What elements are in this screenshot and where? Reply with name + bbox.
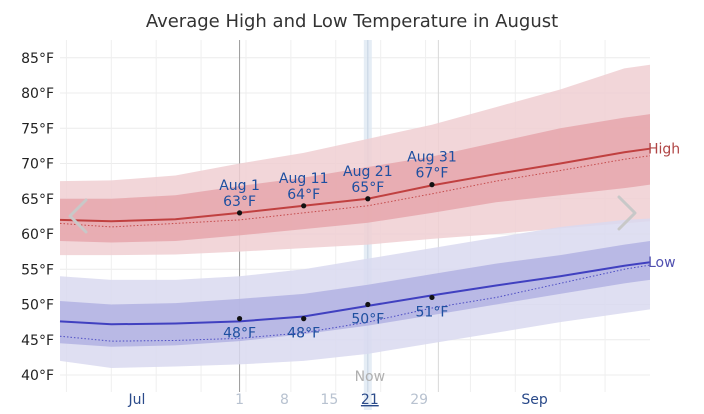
high-marker-point — [301, 203, 307, 209]
chevron-right-icon — [617, 195, 637, 231]
high-series-label: High — [648, 142, 680, 158]
low-marker-point — [365, 301, 371, 308]
high-marker-point — [429, 182, 435, 188]
y-tick-label: 40°F — [21, 368, 54, 384]
low-band-p25-p75 — [60, 241, 650, 347]
low-normal-line — [59, 264, 651, 342]
high-annotation-value: 67°F — [416, 166, 449, 182]
low-marker-point — [429, 294, 435, 301]
high-annotation-date: Aug 31 — [407, 150, 457, 166]
high-annotation-value: 63°F — [223, 194, 256, 210]
low-marker-point — [301, 316, 307, 322]
chart-markers — [236, 182, 435, 322]
chart-bands — [60, 64, 650, 368]
x-tick-month-label: Jul — [128, 392, 146, 408]
high-annotation-date: Aug 1 — [219, 178, 260, 194]
y-tick-label: 55°F — [21, 262, 54, 278]
x-tick-day-label: 8 — [280, 392, 289, 408]
prev-period-button[interactable] — [64, 196, 92, 236]
x-tick-day-label: 29 — [410, 392, 428, 408]
chevron-left-icon — [68, 198, 88, 234]
high-band-p25-p75 — [60, 114, 650, 243]
low-annotation-value: 48°F — [223, 326, 256, 342]
y-tick-label: 85°F — [21, 51, 54, 67]
y-tick-label: 60°F — [21, 227, 54, 243]
high-marker-point — [236, 210, 243, 216]
low-annotation-value: 50°F — [351, 312, 384, 328]
low-marker-point — [236, 316, 243, 322]
low-annotation-value: 51°F — [416, 304, 449, 320]
y-tick-label: 80°F — [21, 86, 54, 102]
high-marker-point — [365, 196, 371, 202]
next-period-button[interactable] — [612, 192, 640, 232]
high-annotation-date: Aug 11 — [279, 171, 329, 187]
chart-labels: 40°F 45°F 50°F 55°F 60°F 65°F 70°F 75°F 80°F 85°F… — [21, 51, 680, 408]
chart-title: Average High and Low Temperature in Augu… — [146, 11, 558, 32]
y-tick-label: 65°F — [21, 192, 54, 208]
y-tick-label: 45°F — [21, 333, 54, 349]
low-annotation-value: 48°F — [287, 326, 320, 342]
x-tick-month-label: Sep — [521, 392, 548, 408]
y-tick-label: 75°F — [21, 121, 54, 137]
today-day-label: 21 — [361, 392, 379, 408]
high-normal-line — [59, 155, 651, 228]
y-tick-label: 70°F — [21, 157, 54, 173]
high-annotation-value: 64°F — [287, 187, 320, 203]
high-annotation-value: 65°F — [351, 180, 384, 196]
x-tick-day-label: 15 — [320, 392, 338, 408]
high-annotation-date: Aug 21 — [343, 164, 393, 180]
x-tick-day-label: 1 — [235, 392, 244, 408]
low-series-label: Low — [648, 255, 676, 271]
now-label: Now — [355, 369, 386, 385]
y-tick-label: 50°F — [21, 298, 54, 314]
